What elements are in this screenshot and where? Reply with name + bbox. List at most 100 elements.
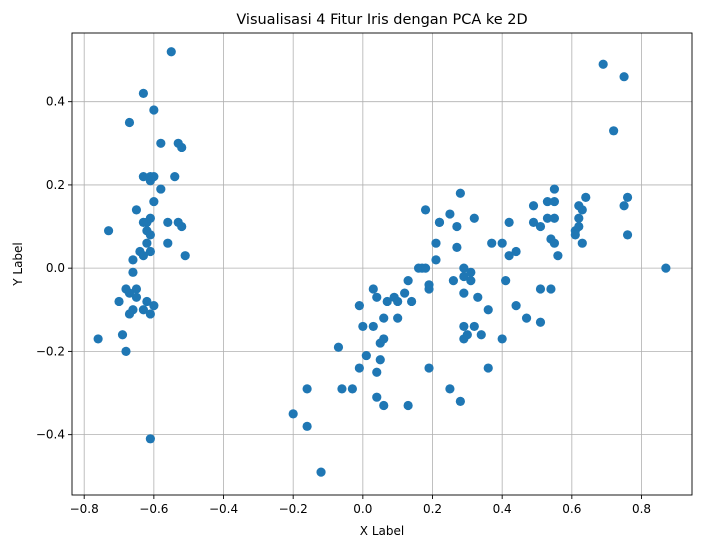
data-point bbox=[448, 276, 459, 286]
data-point bbox=[459, 321, 469, 332]
data-point bbox=[302, 421, 312, 431]
data-point bbox=[549, 196, 560, 207]
data-point bbox=[434, 217, 445, 227]
data-point bbox=[483, 363, 493, 373]
data-point bbox=[368, 284, 378, 294]
data-point bbox=[459, 271, 469, 282]
grid-lines bbox=[72, 33, 692, 495]
data-point bbox=[372, 392, 382, 402]
data-point bbox=[598, 59, 608, 69]
data-point bbox=[131, 284, 142, 294]
data-point bbox=[138, 217, 149, 227]
data-point bbox=[455, 396, 465, 406]
data-point bbox=[337, 384, 347, 394]
data-point bbox=[577, 205, 587, 215]
data-point bbox=[574, 213, 584, 223]
data-point bbox=[131, 205, 142, 215]
data-point bbox=[117, 330, 128, 340]
data-point bbox=[528, 217, 539, 227]
data-point bbox=[445, 209, 455, 219]
data-point bbox=[358, 321, 368, 332]
data-point bbox=[131, 292, 142, 302]
data-point bbox=[455, 188, 465, 198]
y-tick-label: 0.4 bbox=[46, 95, 65, 109]
data-point bbox=[93, 334, 103, 344]
chart-title: Visualisasi 4 Fitur Iris dengan PCA ke 2… bbox=[236, 12, 527, 28]
data-point bbox=[521, 313, 532, 323]
data-point bbox=[368, 321, 378, 332]
y-tick-label: −0.4 bbox=[36, 428, 65, 442]
data-point bbox=[535, 284, 546, 294]
data-point bbox=[420, 263, 431, 273]
data-point bbox=[142, 296, 152, 307]
y-tick-label: 0.0 bbox=[46, 261, 65, 275]
data-point bbox=[121, 346, 131, 357]
data-point bbox=[459, 288, 469, 298]
x-tick-label: −0.6 bbox=[139, 502, 168, 516]
data-point bbox=[504, 251, 514, 261]
data-point bbox=[375, 355, 385, 365]
data-point bbox=[393, 313, 403, 323]
data-point bbox=[156, 184, 166, 194]
data-point bbox=[124, 309, 135, 319]
data-point bbox=[302, 384, 312, 394]
data-point bbox=[483, 305, 493, 315]
data-point bbox=[145, 309, 155, 319]
data-point bbox=[138, 171, 149, 182]
data-point bbox=[424, 280, 434, 290]
data-point bbox=[497, 238, 507, 248]
data-point bbox=[622, 230, 633, 240]
data-point bbox=[393, 296, 403, 307]
data-point bbox=[622, 192, 633, 203]
data-point bbox=[574, 221, 584, 232]
data-point bbox=[476, 330, 486, 340]
data-point bbox=[661, 263, 671, 273]
data-point bbox=[528, 201, 539, 211]
data-point bbox=[542, 213, 553, 223]
x-tick-label: −0.8 bbox=[70, 502, 99, 516]
data-point bbox=[459, 263, 469, 273]
data-point bbox=[400, 288, 410, 298]
data-point bbox=[177, 142, 187, 153]
data-point bbox=[361, 350, 371, 361]
data-point bbox=[420, 205, 431, 215]
data-point bbox=[145, 434, 155, 444]
x-tick-label: 0.8 bbox=[632, 502, 651, 516]
y-axis-label: Y Label bbox=[11, 242, 25, 287]
y-tick-label: 0.2 bbox=[46, 178, 65, 192]
data-point bbox=[542, 196, 553, 207]
data-point bbox=[535, 317, 546, 327]
data-point bbox=[452, 221, 462, 232]
data-point bbox=[379, 334, 389, 344]
data-point bbox=[570, 230, 580, 240]
data-point bbox=[577, 238, 587, 248]
data-point bbox=[124, 288, 135, 298]
data-point bbox=[149, 105, 159, 115]
data-point bbox=[347, 384, 357, 394]
data-point bbox=[149, 301, 159, 311]
data-point bbox=[372, 292, 382, 302]
data-point bbox=[379, 400, 389, 411]
data-point bbox=[145, 246, 155, 257]
data-point bbox=[466, 276, 476, 286]
data-point bbox=[128, 267, 138, 277]
data-point bbox=[128, 255, 138, 265]
data-point bbox=[149, 196, 159, 207]
data-point bbox=[180, 251, 190, 261]
data-point bbox=[156, 138, 166, 148]
data-point bbox=[609, 126, 619, 136]
x-tick-label: 0.2 bbox=[423, 502, 442, 516]
data-point bbox=[379, 313, 389, 323]
data-point bbox=[462, 330, 472, 340]
data-point bbox=[103, 226, 114, 236]
data-point bbox=[511, 246, 521, 257]
data-point bbox=[145, 176, 155, 186]
data-point bbox=[166, 47, 176, 57]
data-point bbox=[407, 296, 417, 307]
x-tick-label: 0.0 bbox=[353, 502, 372, 516]
data-point bbox=[333, 342, 344, 352]
data-point bbox=[431, 255, 441, 265]
data-point bbox=[445, 384, 455, 394]
data-point bbox=[142, 238, 152, 248]
data-point bbox=[553, 251, 563, 261]
